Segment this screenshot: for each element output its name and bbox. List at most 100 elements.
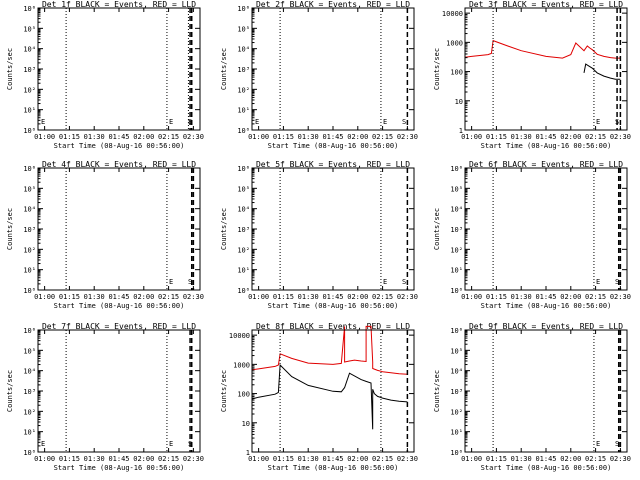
x-tick-label: 02:15 <box>372 133 393 141</box>
x-axis-label: Start Time (08-Aug-16 00:56:00) <box>54 142 185 150</box>
y-tick-label: 10⁶ <box>450 327 463 335</box>
x-tick-label: 02:15 <box>158 133 179 141</box>
annotation-label: E <box>596 278 600 286</box>
y-tick-label: 10⁵ <box>237 185 250 193</box>
x-tick-label: 01:15 <box>486 455 507 463</box>
y-tick-label: 10⁰ <box>450 287 463 295</box>
x-tick-label: 01:45 <box>535 293 556 301</box>
x-tick-label: 01:30 <box>84 455 105 463</box>
panel-det-2: Det 2f BLACK = Events, RED = LLD 01:00 01:… <box>220 0 418 150</box>
x-tick-label: 01:45 <box>322 293 343 301</box>
panel-title: Det 6f BLACK = Events, RED = LLD <box>469 160 623 169</box>
x-tick-label: 01:30 <box>511 133 532 141</box>
annotation-label: E <box>596 440 600 448</box>
x-tick-label: 02:30 <box>397 293 418 301</box>
y-tick-label: 10⁶ <box>23 327 36 335</box>
annotation-label: E <box>169 440 173 448</box>
x-tick-label: 01:15 <box>273 293 294 301</box>
y-tick-label: 10⁴ <box>450 368 463 376</box>
y-axis-label: Counts/sec <box>433 208 441 250</box>
x-tick-label: 02:00 <box>133 455 154 463</box>
y-tick-label: 10³ <box>23 388 36 396</box>
panel-det-9: Det 9f BLACK = Events, RED = LLD 01:00 01:… <box>433 322 631 472</box>
x-tick-label: 01:45 <box>322 455 343 463</box>
y-tick-label: 10⁵ <box>23 185 36 193</box>
x-tick-label: 02:30 <box>183 133 204 141</box>
y-tick-label: 10² <box>23 246 36 254</box>
plot-frame <box>37 167 201 291</box>
y-tick-label: 10³ <box>450 226 463 234</box>
x-tick-label: 01:30 <box>298 133 319 141</box>
panel-title: Det 3f BLACK = Events, RED = LLD <box>469 0 623 9</box>
y-tick-label: 10⁴ <box>450 206 463 214</box>
x-tick-label: 01:30 <box>84 133 105 141</box>
x-tick-label: 02:00 <box>347 293 368 301</box>
panel-det-5: Det 5f BLACK = Events, RED = LLD 01:00 01:… <box>220 160 418 310</box>
panel-det-4: Det 4f BLACK = Events, RED = LLD 01:00 01:… <box>6 160 204 310</box>
x-tick-label: 02:15 <box>372 293 393 301</box>
panel-title: Det 4f BLACK = Events, RED = LLD <box>42 160 196 169</box>
lld-series-line <box>251 325 408 375</box>
y-tick-label: 10000 <box>229 332 250 340</box>
x-tick-label: 01:30 <box>84 293 105 301</box>
y-tick-label: 10² <box>23 408 36 416</box>
y-tick-label: 1 <box>459 127 463 135</box>
x-tick-label: 02:30 <box>610 455 631 463</box>
x-tick-label: 01:45 <box>108 133 129 141</box>
annotation-label: S <box>188 118 192 126</box>
x-tick-label: 01:15 <box>273 133 294 141</box>
plot-frame <box>464 167 628 291</box>
y-tick-label: 1000 <box>446 39 463 47</box>
x-tick-label: 01:00 <box>34 455 55 463</box>
annotation-label: S <box>188 278 192 286</box>
y-tick-label: 10¹ <box>23 267 36 275</box>
y-tick-label: 10¹ <box>237 267 250 275</box>
x-tick-label: 01:00 <box>34 293 55 301</box>
x-tick-label: 01:15 <box>273 455 294 463</box>
y-axis-label: Counts/sec <box>220 48 228 90</box>
plot-frame <box>251 167 415 291</box>
y-tick-label: 10 <box>455 98 463 106</box>
plot-frame <box>37 329 201 453</box>
x-tick-label: 02:30 <box>610 133 631 141</box>
y-tick-label: 10⁵ <box>23 347 36 355</box>
x-tick-label: 01:30 <box>511 455 532 463</box>
y-tick-label: 10¹ <box>23 107 36 115</box>
y-tick-label: 10³ <box>237 226 250 234</box>
y-tick-label: 10⁶ <box>237 165 250 173</box>
annotation-label: E <box>169 118 173 126</box>
x-tick-label: 01:15 <box>486 133 507 141</box>
y-tick-label: 10² <box>237 86 250 94</box>
y-axis-label: Counts/sec <box>220 208 228 250</box>
annotation-label: S <box>615 278 619 286</box>
y-tick-label: 10⁴ <box>23 46 36 54</box>
x-tick-label: 01:15 <box>486 293 507 301</box>
annotation-label: S <box>615 118 619 126</box>
annotation-label: E <box>383 278 387 286</box>
y-tick-label: 1 <box>246 449 250 457</box>
x-tick-label: 01:45 <box>535 133 556 141</box>
x-axis-label: Start Time (08-Aug-16 00:56:00) <box>54 464 185 472</box>
x-axis-label: Start Time (08-Aug-16 00:56:00) <box>268 464 399 472</box>
y-axis-label: Counts/sec <box>220 370 228 412</box>
x-tick-label: 02:00 <box>133 133 154 141</box>
x-tick-label: 02:15 <box>158 455 179 463</box>
y-tick-label: 10³ <box>237 66 250 74</box>
annotation-label: S <box>402 118 406 126</box>
x-tick-label: 01:30 <box>298 293 319 301</box>
panel-det-6: Det 6f BLACK = Events, RED = LLD 01:00 01:… <box>433 160 631 310</box>
events-series-line <box>583 63 621 80</box>
panel-title: Det 9f BLACK = Events, RED = LLD <box>469 322 623 331</box>
annotation-label: E <box>41 440 45 448</box>
x-tick-label: 01:45 <box>322 133 343 141</box>
x-tick-label: 01:00 <box>248 133 269 141</box>
lld-series-line <box>464 39 621 59</box>
y-tick-label: 10⁶ <box>23 5 36 13</box>
annotation-label: E <box>255 118 259 126</box>
annotation-label: E <box>596 118 600 126</box>
panel-title: Det 5f BLACK = Events, RED = LLD <box>256 160 410 169</box>
panel-title: Det 2f BLACK = Events, RED = LLD <box>256 0 410 9</box>
y-tick-label: 10⁵ <box>450 347 463 355</box>
y-tick-label: 10⁰ <box>237 127 250 135</box>
